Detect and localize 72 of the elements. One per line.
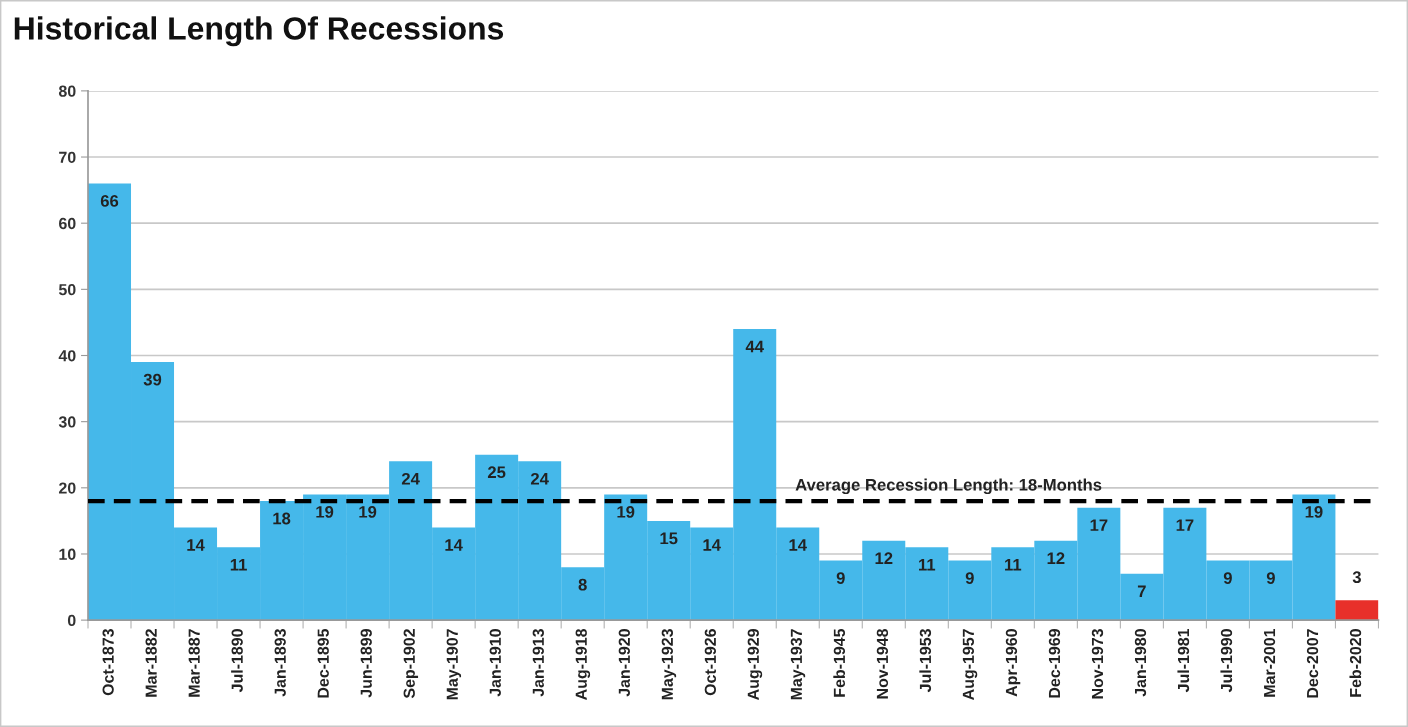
data-label: 12: [1047, 552, 1065, 564]
data-label: 18: [273, 512, 291, 525]
x-tick-label: Jan-1893: [274, 629, 286, 697]
data-label: 17: [1090, 519, 1108, 531]
x-tick-label: Jul-1990: [1220, 629, 1233, 693]
ref-line-label: Average Recession Length: 18-Months: [795, 478, 1102, 495]
x-tick-label: Dec-2007: [1306, 629, 1319, 698]
x-tick-label: Feb-1945: [833, 628, 846, 697]
x-tick-label: Apr-1960: [1005, 629, 1021, 697]
data-label: 24: [530, 472, 549, 485]
x-tick-label: May-1907: [446, 629, 462, 700]
x-tick-label: Jan-1913: [532, 629, 544, 697]
data-label: 44: [745, 340, 764, 353]
data-label: 25: [487, 466, 506, 479]
data-label: 14: [187, 539, 205, 551]
x-tick-label: Oct-1873: [102, 629, 114, 696]
y-tick-label: 40: [58, 350, 76, 362]
data-label: 11: [1005, 559, 1022, 571]
y-tick-label: 10: [59, 548, 76, 560]
x-tick-label: Dec-1969: [1048, 629, 1061, 698]
data-label: 24: [401, 472, 420, 485]
x-tick-label: Aug-1957: [962, 629, 978, 700]
x-tick-label: Mar-1882: [145, 629, 157, 697]
data-label: 7: [1137, 585, 1146, 598]
data-label: 14: [789, 539, 807, 551]
data-label: 15: [660, 532, 678, 545]
x-tick-label: Jul-1953: [919, 629, 932, 693]
chart-title: Historical Length Of Recessions: [14, 16, 504, 47]
x-tick-label: Sep-1902: [403, 629, 419, 699]
data-label: 66: [100, 195, 119, 207]
y-tick-label: 20: [58, 482, 76, 494]
data-label: 12: [875, 552, 893, 564]
data-label: 9: [836, 572, 845, 584]
data-label: 9: [1266, 572, 1275, 584]
x-tick-label: Jul-1890: [231, 629, 243, 693]
x-tick-label: Aug-1929: [747, 629, 763, 700]
y-tick-label: 50: [58, 283, 76, 296]
data-label: 19: [316, 505, 334, 518]
data-label: 9: [1223, 572, 1232, 584]
data-label: 14: [445, 539, 463, 551]
data-label: 9: [965, 572, 974, 584]
data-label: 8: [578, 578, 587, 591]
x-tick-label: May-1923: [661, 629, 677, 700]
x-tick-label: Jul-1981: [1177, 628, 1190, 693]
y-tick-label: 0: [67, 614, 76, 627]
x-tick-label: Dec-1895: [317, 628, 329, 698]
data-label: 17: [1176, 519, 1194, 531]
x-tick-label: Mar-2001: [1263, 628, 1276, 697]
x-tick-label: Mar-1887: [188, 629, 200, 697]
data-label: 3: [1352, 571, 1361, 584]
x-tick-label: Jan-1910: [489, 629, 501, 697]
x-tick-label: Jan-1980: [1134, 629, 1147, 697]
data-label: 19: [617, 505, 635, 518]
data-label: 19: [359, 505, 377, 518]
y-tick-label: 30: [58, 416, 76, 428]
x-tick-label: Aug-1918: [575, 628, 591, 700]
data-label: 19: [1305, 505, 1323, 518]
x-tick-label: Nov-1973: [1091, 629, 1104, 699]
x-tick-label: Feb-2020: [1349, 629, 1362, 697]
x-tick-label: Oct-1926: [704, 629, 716, 696]
data-label: 39: [143, 373, 162, 386]
x-tick-label: May-1937: [790, 629, 806, 700]
y-tick-label: 60: [59, 217, 76, 230]
x-tick-label: Nov-1948: [876, 628, 889, 699]
data-label: 11: [919, 559, 936, 571]
x-tick-label: Jun-1899: [360, 629, 372, 698]
x-tick-label: Jan-1920: [618, 629, 630, 697]
y-tick-label: 80: [58, 85, 76, 97]
y-tick-label: 70: [59, 151, 76, 163]
data-label: 14: [703, 539, 721, 551]
data-label: 11: [230, 559, 247, 571]
bar: [1335, 600, 1379, 621]
